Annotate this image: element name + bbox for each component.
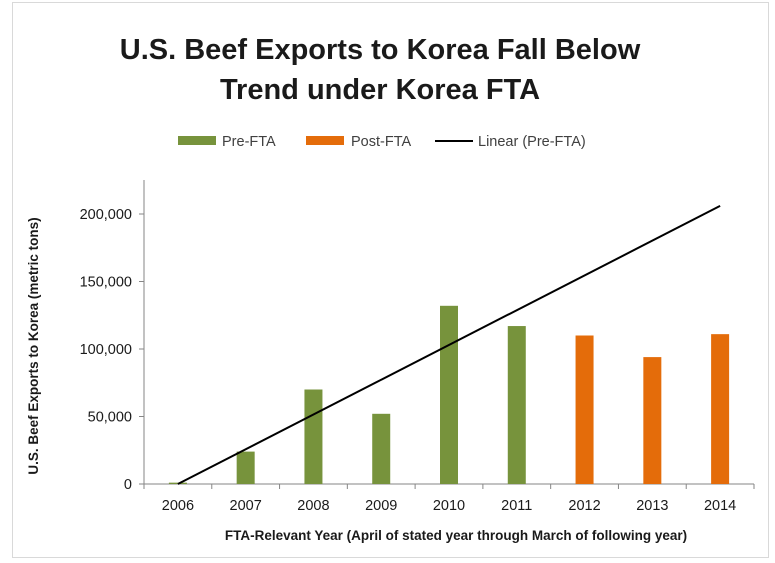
legend-swatch-post-fta [306, 136, 344, 145]
bar-pre-fta-2009 [372, 413, 391, 484]
bar-post-fta-2013 [643, 357, 662, 484]
x-tick-label: 2012 [568, 498, 600, 514]
x-tick-label: 2006 [162, 498, 194, 514]
x-tick-label: 2009 [365, 498, 397, 514]
x-tick-label: 2014 [704, 498, 736, 514]
x-tick-label: 2007 [230, 498, 262, 514]
bar-pre-fta-2008 [304, 389, 323, 484]
x-tick-label: 2011 [501, 498, 532, 514]
y-axis-label: U.S. Beef Exports to Korea (metric tons) [26, 217, 41, 474]
bar-post-fta-2012 [575, 335, 594, 484]
x-tick-label: 2008 [297, 498, 329, 514]
y-tick-label: 50,000 [88, 410, 132, 426]
x-ticks: 2006 2007 2008 2009 2010 2011 2012 2013 2014 [143, 484, 755, 514]
legend-label-post-fta: Post-FTA [351, 134, 411, 150]
legend-label-pre-fta: Pre-FTA [222, 134, 276, 150]
chart-title-line-1: U.S. Beef Exports to Korea Fall Below [119, 34, 641, 66]
legend-swatch-pre-fta [178, 136, 216, 145]
y-tick-label: 200,000 [80, 207, 132, 223]
y-tick-label: 150,000 [80, 275, 132, 291]
chart-title: U.S. Beef Exports to Korea Fall Below Tr… [100, 30, 660, 110]
y-ticks: 0 50,000 100,000 150,000 200,000 [80, 207, 144, 493]
bar-pre-fta-2010 [440, 305, 458, 484]
bars [168, 305, 730, 484]
x-axis-label: FTA-Relevant Year (April of stated year … [225, 528, 687, 543]
bar-pre-fta-2011 [507, 326, 526, 484]
x-tick-label: 2010 [433, 498, 465, 514]
bar-pre-fta-2007 [236, 451, 255, 484]
y-tick-label: 100,000 [80, 342, 132, 358]
y-tick-label: 0 [124, 477, 132, 493]
trendline-linear-pre-fta [177, 205, 721, 485]
legend-label-linear-trend: Linear (Pre-FTA) [478, 134, 586, 150]
bar-post-fta-2014 [711, 334, 730, 484]
chart-frame [12, 2, 769, 558]
legend: Pre-FTA Post-FTA Linear (Pre-FTA) [178, 134, 586, 150]
x-tick-label: 2013 [636, 498, 668, 514]
chart-title-line-2: Trend under Korea FTA [219, 74, 541, 106]
